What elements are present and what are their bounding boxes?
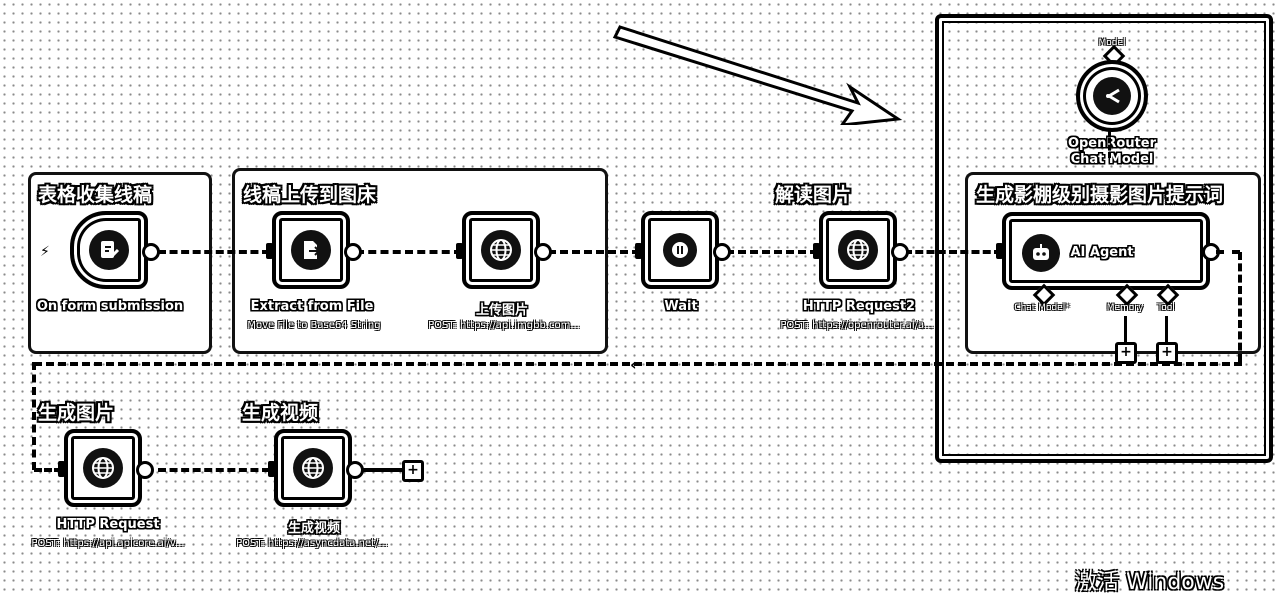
connection-line — [158, 468, 270, 472]
connection-line — [1216, 250, 1240, 254]
globe-icon — [481, 230, 521, 270]
input-port[interactable] — [266, 243, 273, 259]
output-port[interactable] — [344, 243, 362, 261]
robot-icon — [1022, 234, 1060, 272]
connection-line — [1124, 316, 1127, 344]
node-video-subtitle: POST: https://asyncdata.net/... — [236, 538, 388, 549]
activate-windows-watermark: 激活 Windows — [1075, 570, 1225, 595]
node-http-subtitle: POST: https://api.apicore.ai/v... — [31, 538, 185, 549]
input-port[interactable] — [456, 243, 463, 259]
input-port[interactable] — [635, 243, 642, 259]
node-wait[interactable] — [641, 211, 719, 289]
node-openrouter-label: OpenRouter Chat Model — [1067, 136, 1157, 167]
node-wait-label: Wait — [664, 299, 698, 314]
agent-chat-model-label: Chat Model* — [1014, 303, 1070, 313]
input-port[interactable] — [58, 461, 65, 477]
pause-icon — [663, 233, 697, 267]
group-interpret-title: 解读图片 — [775, 184, 852, 206]
node-http-request[interactable] — [64, 429, 142, 507]
connection-line — [1238, 252, 1242, 362]
agent-tool-label: Tool — [1157, 303, 1175, 313]
connection-line — [904, 250, 1002, 254]
globe-icon — [838, 230, 878, 270]
connection-line — [726, 250, 818, 254]
output-port[interactable] — [534, 243, 552, 261]
node-extract-subtitle: Move File to Base64 String — [247, 320, 381, 331]
connection-line — [1165, 316, 1168, 344]
globe-icon — [83, 448, 123, 488]
connection-line — [1108, 130, 1111, 158]
loop-arrow-icon: ‹ — [630, 355, 637, 374]
group-form-title: 表格收集线稿 — [38, 184, 153, 206]
openrouter-icon — [1093, 77, 1131, 115]
connection-line — [548, 250, 640, 254]
connection-line — [356, 250, 462, 254]
group-image-title: 生成图片 — [38, 402, 115, 424]
node-ai-agent-label: AI Agent — [1070, 245, 1134, 260]
highlight-frame — [935, 14, 1273, 463]
node-upload-label: 上传图片 — [475, 303, 529, 318]
node-generate-video[interactable] — [274, 429, 352, 507]
node-upload-image[interactable] — [462, 211, 540, 289]
globe-icon — [293, 448, 333, 488]
group-video-title: 生成视频 — [242, 402, 319, 424]
connection-line — [34, 362, 1242, 366]
node-form-trigger-label: On form submission — [36, 299, 184, 314]
node-ai-agent[interactable]: AI Agent — [1002, 212, 1210, 290]
node-http-request2[interactable] — [819, 211, 897, 289]
group-upload-title: 线稿上传到图床 — [243, 184, 377, 206]
node-extract-from-file[interactable] — [272, 211, 350, 289]
input-port[interactable] — [268, 461, 275, 477]
group-prompt-title: 生成影棚级别摄影图片提示词 — [976, 184, 1224, 206]
input-port[interactable] — [813, 243, 820, 259]
group-form[interactable] — [28, 172, 212, 354]
agent-memory-label: Memory — [1106, 303, 1144, 313]
node-http2-subtitle: POST: https://openrouter.ai/a... — [780, 320, 934, 331]
file-export-icon — [291, 230, 331, 270]
add-memory-button[interactable]: + — [1115, 342, 1137, 364]
node-extract-label: Extract from File — [250, 299, 374, 314]
add-tool-button[interactable]: + — [1156, 342, 1178, 364]
connection-line — [34, 468, 62, 472]
output-port[interactable] — [136, 461, 154, 479]
output-port[interactable] — [713, 243, 731, 261]
form-icon — [89, 230, 129, 270]
add-node-button[interactable]: + — [402, 460, 424, 482]
node-http2-label: HTTP Request2 — [802, 299, 916, 314]
connection-line — [360, 468, 402, 472]
annotation-arrow — [612, 25, 903, 125]
output-port[interactable] — [346, 461, 364, 479]
node-openrouter-chat-model[interactable] — [1076, 60, 1148, 132]
node-form-trigger[interactable] — [70, 211, 148, 289]
node-http-label: HTTP Request — [56, 517, 160, 532]
output-port[interactable] — [142, 243, 160, 261]
input-port[interactable] — [996, 243, 1003, 259]
trigger-bolt-icon: ⚡ — [40, 244, 50, 260]
connection-line — [158, 250, 270, 254]
node-upload-subtitle: POST: https://api.imgbb.com... — [428, 320, 580, 331]
node-video-label: 生成视频 — [287, 521, 341, 536]
model-port-label: Model — [1098, 38, 1126, 48]
output-port[interactable] — [891, 243, 909, 261]
connection-line — [32, 362, 36, 470]
